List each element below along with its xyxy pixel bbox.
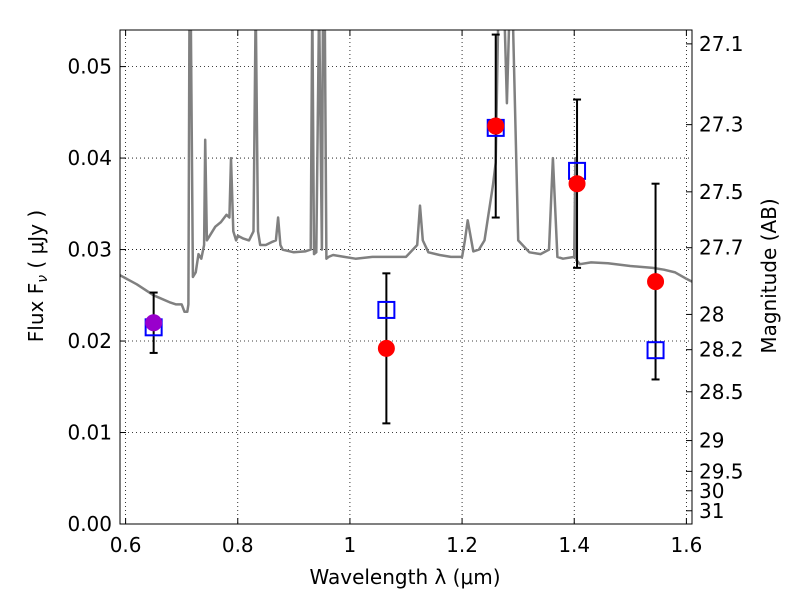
highlight-point bbox=[145, 314, 163, 332]
plot-frame bbox=[119, 29, 693, 525]
y2-tick-label: 28.5 bbox=[699, 380, 744, 404]
y-axis-label-sub: ν bbox=[35, 275, 51, 283]
x-tick-label: 0.8 bbox=[222, 533, 254, 557]
observed-point bbox=[487, 117, 505, 135]
model-point bbox=[646, 341, 665, 360]
x-axis-label: Wavelength λ (μm) bbox=[309, 565, 500, 589]
y2-axis-label: Magnitude (AB) bbox=[757, 198, 781, 353]
observed-point bbox=[377, 339, 395, 357]
observed-point bbox=[568, 175, 586, 193]
y-tick-label: 0.02 bbox=[67, 329, 112, 353]
x-tick-label: 1.4 bbox=[558, 533, 590, 557]
y-axis-label-tail: ( μJy ) bbox=[24, 210, 48, 275]
y-tick-label: 0.05 bbox=[67, 55, 112, 79]
y-tick-label: 0.04 bbox=[67, 146, 112, 170]
model-point bbox=[377, 300, 396, 319]
x-tick-label: 1.6 bbox=[670, 533, 702, 557]
y-axis-label: Flux Fν ( μJy ) bbox=[24, 210, 51, 342]
y2-tick-label: 28.2 bbox=[699, 338, 744, 362]
y2-tick-label: 31 bbox=[699, 499, 724, 523]
points-layer bbox=[144, 33, 665, 425]
x-tick-label: 1 bbox=[344, 533, 357, 557]
y2-tick-label: 27.5 bbox=[699, 180, 744, 204]
observed-point bbox=[647, 273, 665, 291]
y2-tick-label: 29 bbox=[699, 429, 724, 453]
y-tick-label: 0.01 bbox=[67, 421, 112, 445]
y2-tick-label: 27.1 bbox=[699, 32, 744, 56]
x-tick-label: 1.2 bbox=[446, 533, 478, 557]
y-tick-label: 0.03 bbox=[67, 238, 112, 262]
spectrum-layer bbox=[120, 30, 692, 314]
y2-tick-label: 27.7 bbox=[699, 236, 744, 260]
y2-tick-label: 27.3 bbox=[699, 113, 744, 137]
spectrum-line bbox=[120, 30, 692, 314]
y2-tick-label: 30 bbox=[699, 479, 724, 503]
y2-tick-label: 29.5 bbox=[699, 459, 744, 483]
y2-tick-label: 28 bbox=[699, 302, 724, 326]
y-tick-label: 0.00 bbox=[67, 512, 112, 536]
x-tick-label: 0.6 bbox=[110, 533, 142, 557]
y-axis-label-main: Flux F bbox=[24, 283, 48, 342]
grid bbox=[120, 30, 692, 525]
ticks-layer: 0.6 0.8 1 1.2 1.4 1.6 0.00 0.01 0.02 0.03 0.04 0.05… bbox=[67, 30, 744, 557]
